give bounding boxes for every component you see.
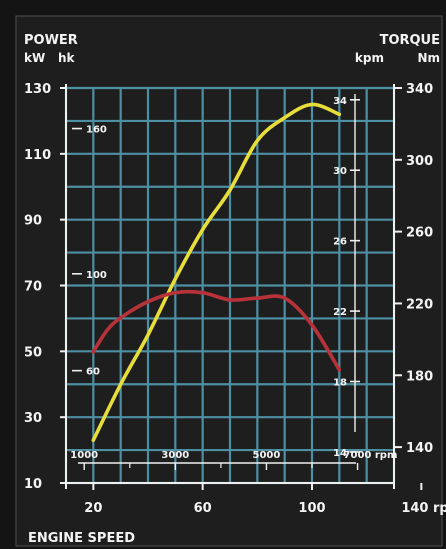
left-axis-title: POWER	[24, 33, 78, 48]
x-axis-title: ENGINE SPEED	[28, 531, 135, 546]
power-curve-point	[92, 439, 95, 442]
torque-curve-point	[310, 323, 314, 327]
left-axis-unit-kw: kW	[24, 51, 45, 65]
y-tick-label-kpm: 34	[333, 96, 347, 107]
y-tick-label-nm: 260	[406, 226, 433, 241]
left-axis-unit-hk: hk	[58, 51, 76, 65]
y-tick-label-hk: 160	[86, 125, 107, 136]
torque-curve-point	[146, 300, 150, 303]
torque-curve-point	[105, 329, 109, 332]
y-tick-label-kpm: 14	[333, 448, 347, 459]
x-tick-label-rpm: 7000 rpm	[344, 450, 398, 461]
y-tick-label-nm: 220	[406, 297, 433, 312]
power-curve-line	[91, 102, 342, 442]
y-tick-label-nm: 340	[406, 82, 433, 97]
power-curve-point	[283, 116, 286, 119]
y-tick-label-nm: 180	[406, 369, 433, 384]
power-curve-point	[310, 103, 314, 106]
y-tick-label-kw: 110	[24, 148, 51, 163]
power-curve-point	[174, 277, 177, 281]
chart-series	[91, 102, 342, 442]
y-tick-label-hk: 60	[86, 367, 100, 378]
right-axis-unit-nm: Nm	[417, 51, 440, 65]
torque-curve-point	[283, 296, 286, 300]
torque-curve-point	[228, 298, 232, 302]
torque-curve-point	[338, 368, 341, 372]
y-tick-label-kpm: 22	[333, 307, 347, 318]
y-tick-label-hk: 100	[86, 270, 107, 281]
y-tick-label-nm: 140	[406, 441, 433, 456]
x-tick-label-rpm: 3000	[161, 450, 189, 461]
power-curve-point	[146, 333, 150, 337]
y-tick-label-kw: 70	[24, 280, 42, 295]
y-tick-label-nm: 300	[406, 154, 433, 169]
power-curve-point	[201, 228, 204, 231]
power-curve-point	[256, 139, 259, 142]
y-tick-label-kw: 50	[24, 345, 42, 360]
torque-curve-point	[174, 291, 177, 294]
y-tick-label-kw: 90	[24, 214, 42, 229]
torque-curve-point	[256, 296, 259, 300]
y-tick-label-kpm: 30	[333, 166, 347, 177]
x-tick-label-rps: 60	[194, 501, 212, 516]
x-tick-label-rps: 20	[84, 501, 102, 516]
right-axis-unit-kpm: kpm	[355, 51, 384, 65]
y-tick-label-kw: 130	[24, 82, 51, 97]
x-tick-label-rpm: 1000	[70, 450, 98, 461]
power-curve-point	[228, 188, 232, 192]
power-curve-point	[338, 113, 341, 116]
torque-curve-point	[92, 350, 95, 354]
y-tick-label-kw: 10	[24, 477, 42, 492]
torque-curve-point	[201, 291, 204, 294]
right-axis-title: TORQUE	[380, 33, 440, 48]
x-tick-label-rps: 100	[298, 501, 325, 516]
x-tick-label-rpm: 5000	[253, 450, 281, 461]
x-tick-label-rps: 140 rps	[401, 501, 446, 516]
torque-curve-point	[119, 316, 122, 320]
y-tick-label-kw: 30	[24, 411, 42, 426]
power-curve-point	[119, 383, 122, 386]
chart-tick-labels: 130 110 90 70 50 30 10 160 100 60 34 30 26 22 18 14 340 3…	[24, 82, 446, 516]
y-tick-label-kpm: 26	[333, 237, 347, 248]
y-tick-label-kpm: 18	[333, 378, 347, 389]
